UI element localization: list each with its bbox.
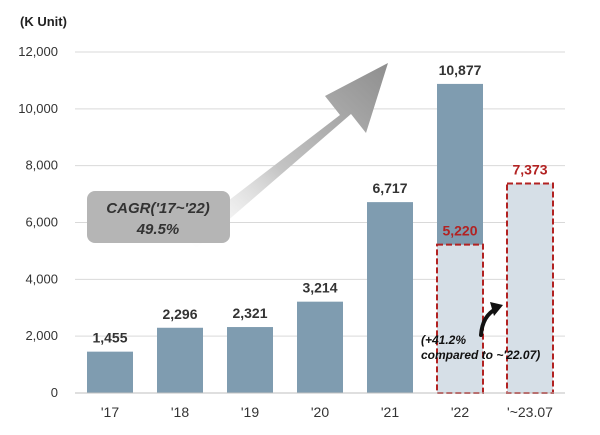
y-tick-label: 0: [51, 385, 58, 400]
data-label: 1,455: [92, 330, 127, 346]
x-tick-label: '17: [101, 404, 119, 420]
x-tick-label: '~23.07: [507, 404, 553, 420]
y-tick-label: 6,000: [25, 215, 58, 230]
bars: 1,455 2,296 2,321 3,214 6,717 10,877 5,220 7,37…: [87, 62, 554, 394]
bar: [367, 202, 413, 393]
bar: [297, 301, 343, 393]
unit-label: (K Unit): [20, 14, 67, 29]
growth-note-line1: (+41.2%: [421, 333, 466, 347]
x-tick-label: '19: [241, 404, 259, 420]
data-label: 2,321: [232, 305, 267, 321]
bar: [87, 351, 133, 393]
y-axis-ticks: 0 2,000 4,000 6,000 8,000 10,000 12,000: [18, 44, 58, 400]
y-tick-label: 4,000: [25, 271, 58, 286]
partial-period-bar: [506, 182, 554, 394]
y-tick-label: 12,000: [18, 44, 58, 59]
partial-data-label: 5,220: [442, 223, 477, 239]
x-tick-label: '21: [381, 404, 399, 420]
x-tick-label: '22: [451, 404, 469, 420]
y-tick-label: 2,000: [25, 328, 58, 343]
y-tick-label: 8,000: [25, 158, 58, 173]
growth-arrow: [185, 63, 388, 248]
data-label: 6,717: [372, 180, 407, 196]
bar: [227, 327, 273, 393]
y-tick-label: 10,000: [18, 101, 58, 116]
cagr-box: [87, 191, 230, 243]
growth-note-line2: compared to ~'22.07): [421, 348, 540, 362]
x-tick-label: '20: [311, 404, 329, 420]
x-tick-label: '18: [171, 404, 189, 420]
data-label: 2,296: [162, 306, 197, 322]
data-label: 10,877: [439, 62, 482, 78]
bar: [157, 327, 203, 393]
partial-data-label: 7,373: [512, 161, 547, 177]
cagr-value: 49.5%: [136, 221, 180, 238]
cagr-title: CAGR('17~'22): [106, 200, 209, 217]
curved-arrow-head: [490, 302, 503, 316]
x-axis-ticks: '17 '18 '19 '20 '21 '22 '~23.07: [101, 404, 553, 420]
data-label: 3,214: [302, 280, 337, 296]
partial-period-bar: [436, 243, 484, 394]
